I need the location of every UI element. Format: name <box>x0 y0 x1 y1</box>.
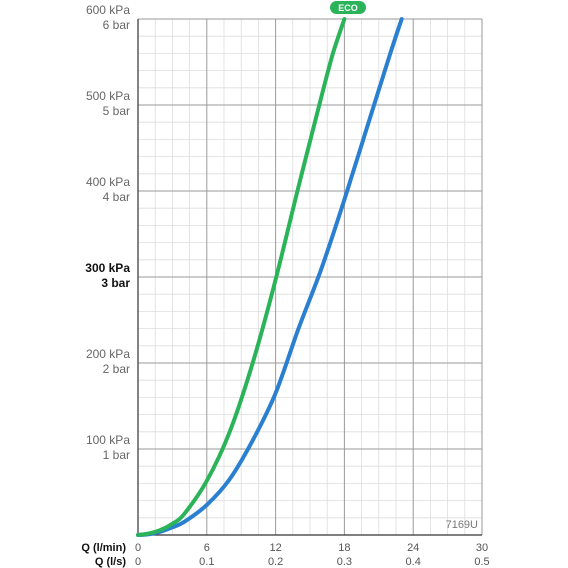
y-tick-label-kpa: 600 kPa <box>86 3 130 17</box>
x-tick-label-ls: 0.2 <box>268 556 283 568</box>
y-tick-label-bar: 2 bar <box>103 362 130 376</box>
code-label: 7169U <box>446 519 478 531</box>
x-axis-title-lmin: Q (l/min) <box>81 542 126 554</box>
y-tick-label-bar: 6 bar <box>103 18 130 32</box>
flow-curves <box>136 17 404 537</box>
x-tick-label-lmin: 24 <box>407 542 419 554</box>
x-tick-label-lmin: 6 <box>204 542 210 554</box>
y-tick-label-bar: 3 bar <box>101 276 130 290</box>
eco-badge: ECO <box>330 1 366 14</box>
x-tick-label-lmin: 0 <box>135 542 141 554</box>
x-tick-label-lmin: 12 <box>269 542 281 554</box>
x-tick-label-lmin: 18 <box>338 542 350 554</box>
x-tick-label-ls: 0.4 <box>406 556 421 568</box>
x-tick-label-lmin: 30 <box>476 542 488 554</box>
x-tick-label-ls: 0.3 <box>337 556 352 568</box>
eco-badge-text: ECO <box>338 3 358 13</box>
y-tick-label-bar: 4 bar <box>103 190 130 204</box>
major-grid <box>137 18 483 536</box>
series-line-eco <box>136 17 347 537</box>
x-axis-title-ls: Q (l/s) <box>95 556 127 568</box>
x-tick-label-ls: 0 <box>135 556 141 568</box>
x-tick-label-ls: 0.1 <box>199 556 214 568</box>
y-tick-label-kpa: 400 kPa <box>86 175 130 189</box>
y-tick-label-kpa: 100 kPa <box>86 433 130 447</box>
y-tick-label-kpa: 200 kPa <box>86 347 130 361</box>
x-tick-label-ls: 0.5 <box>474 556 489 568</box>
y-tick-label-kpa: 300 kPa <box>85 261 130 275</box>
x-axis-labels: 0 0 6 0.1 12 0.2 18 0.3 24 0.4 30 0.5 <box>135 542 490 568</box>
y-tick-label-bar: 5 bar <box>103 104 130 118</box>
y-tick-label-bar: 1 bar <box>103 448 130 462</box>
y-tick-label-kpa: 500 kPa <box>86 89 130 103</box>
